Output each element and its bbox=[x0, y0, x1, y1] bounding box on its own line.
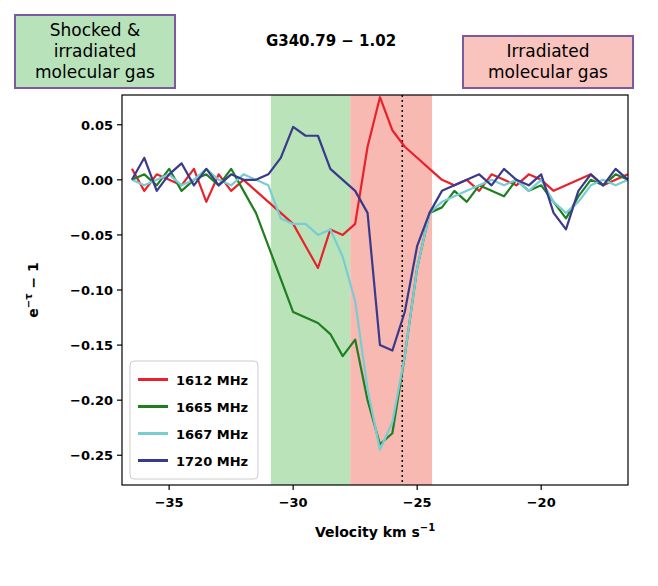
region-label-line: molecular gas bbox=[488, 62, 608, 82]
region-label: Shocked &irradiatedmolecular gas bbox=[35, 20, 155, 82]
plot-area bbox=[132, 95, 628, 485]
legend-swatch bbox=[138, 405, 168, 408]
y-axis-label-sup: −τ bbox=[23, 293, 34, 308]
legend-swatch bbox=[138, 459, 168, 462]
y-tick-label: −0.20 bbox=[70, 393, 113, 408]
y-tick bbox=[117, 400, 122, 401]
y-tick-label: 0.05 bbox=[81, 118, 113, 133]
x-axis-label-sup: −1 bbox=[420, 522, 435, 533]
plot-frame bbox=[122, 95, 628, 485]
y-tick-label: −0.10 bbox=[70, 283, 113, 298]
region-label-box bbox=[15, 15, 175, 88]
region-label-box bbox=[463, 36, 633, 88]
y-tick bbox=[117, 289, 122, 290]
legend-label: 1720 MHz bbox=[176, 454, 248, 469]
reference-line bbox=[402, 95, 404, 485]
x-tick-label: −20 bbox=[527, 495, 556, 510]
series-line bbox=[132, 97, 628, 268]
x-tick-label: −25 bbox=[403, 495, 432, 510]
legend: 1612 MHz 1665 MHz 1667 MHz 1720 MHz bbox=[130, 361, 258, 479]
legend-label: 1667 MHz bbox=[176, 427, 248, 442]
series-line bbox=[132, 127, 628, 351]
region-label: Irradiatedmolecular gas bbox=[488, 41, 608, 82]
region-label-line: Irradiated bbox=[507, 41, 590, 61]
y-tick-label: 0.00 bbox=[81, 173, 113, 188]
y-tick bbox=[117, 179, 122, 180]
legend-label: 1665 MHz bbox=[176, 400, 248, 415]
y-axis-label-rest: − 1 bbox=[25, 262, 41, 293]
y-tick-label: −0.05 bbox=[70, 228, 113, 243]
y-tick bbox=[117, 124, 122, 125]
y-tick bbox=[117, 234, 122, 235]
y-tick bbox=[117, 455, 122, 456]
x-tick bbox=[169, 485, 170, 490]
x-axis-label-text: Velocity km s bbox=[315, 524, 420, 540]
x-axis-label: Velocity km s−1 bbox=[315, 522, 435, 540]
legend-swatch bbox=[138, 432, 168, 435]
region-label-line: Shocked & bbox=[50, 20, 140, 40]
page: {"chart_data": { "type": "line", "title"… bbox=[0, 0, 658, 586]
region-label-line: molecular gas bbox=[35, 62, 155, 82]
x-tick bbox=[293, 485, 294, 490]
x-tick bbox=[541, 485, 542, 490]
legend-label: 1612 MHz bbox=[176, 373, 248, 388]
y-tick-label: −0.25 bbox=[70, 448, 113, 463]
y-axis-label: e−τ − 1 bbox=[23, 262, 41, 318]
x-tick bbox=[417, 485, 418, 490]
legend-swatch bbox=[138, 378, 168, 381]
legend-box bbox=[130, 361, 258, 479]
y-tick-label: −0.15 bbox=[70, 338, 113, 353]
x-tick-label: −35 bbox=[155, 495, 184, 510]
chart-title: G340.79 − 1.02 bbox=[266, 32, 396, 50]
region-label-line: irradiated bbox=[54, 41, 137, 61]
x-tick-label: −30 bbox=[279, 495, 308, 510]
y-tick bbox=[117, 344, 122, 345]
chart: 0.05 0.00 −0.05 −0.10 −0.15 −0.20 −0.25 −35 −30 −… bbox=[0, 0, 658, 586]
y-axis-label-base: e bbox=[25, 308, 41, 318]
